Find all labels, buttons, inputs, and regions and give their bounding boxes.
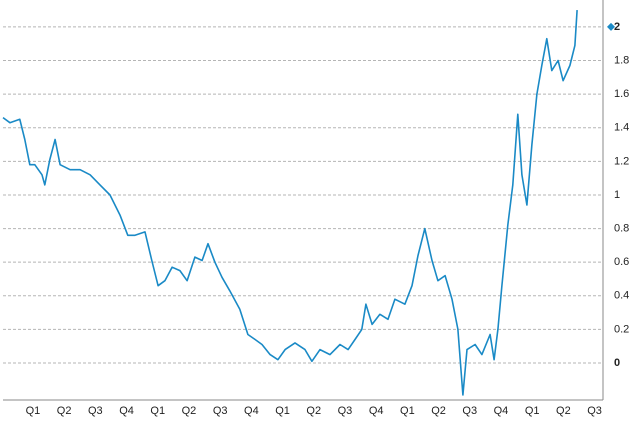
x-tick-label: Q3 (462, 405, 477, 417)
x-tick-label: Q2 (57, 405, 72, 417)
x-tick-label: Q2 (431, 405, 446, 417)
x-tick-label: Q2 (182, 405, 197, 417)
y-tick-label: 0.8 (614, 222, 629, 234)
y-tick-label: 1.6 (614, 88, 629, 100)
x-tick-label: Q1 (26, 405, 41, 417)
y-tick-label: 0.4 (614, 290, 629, 302)
x-tick-label: Q2 (556, 405, 571, 417)
x-tick-label: Q4 (244, 405, 259, 417)
x-tick-label: Q1 (525, 405, 540, 417)
x-tick-label: Q4 (369, 405, 384, 417)
y-tick-label: 1.2 (614, 155, 629, 167)
x-tick-label: Q2 (306, 405, 321, 417)
y-tick-label: 0.6 (614, 256, 629, 268)
y-tick-label: 0 (614, 357, 620, 369)
data-line (2, 10, 578, 396)
x-tick-label: Q1 (275, 405, 290, 417)
y-tick-label: 2 (614, 21, 620, 33)
y-tick-label: 1.4 (614, 122, 629, 134)
x-tick-label: Q1 (400, 405, 415, 417)
y-tick-label: 1 (614, 189, 620, 201)
x-tick-label: Q3 (213, 405, 228, 417)
x-tick-label: Q3 (338, 405, 353, 417)
y-tick-label: 1.8 (614, 54, 629, 66)
x-tick-label: Q3 (587, 405, 602, 417)
x-tick-label: Q1 (150, 405, 165, 417)
x-tick-label: Q3 (88, 405, 103, 417)
x-tick-label: Q4 (494, 405, 509, 417)
x-tick-label: Q4 (119, 405, 134, 417)
y-tick-label: 0.2 (614, 323, 629, 335)
last-value-marker (607, 22, 615, 31)
